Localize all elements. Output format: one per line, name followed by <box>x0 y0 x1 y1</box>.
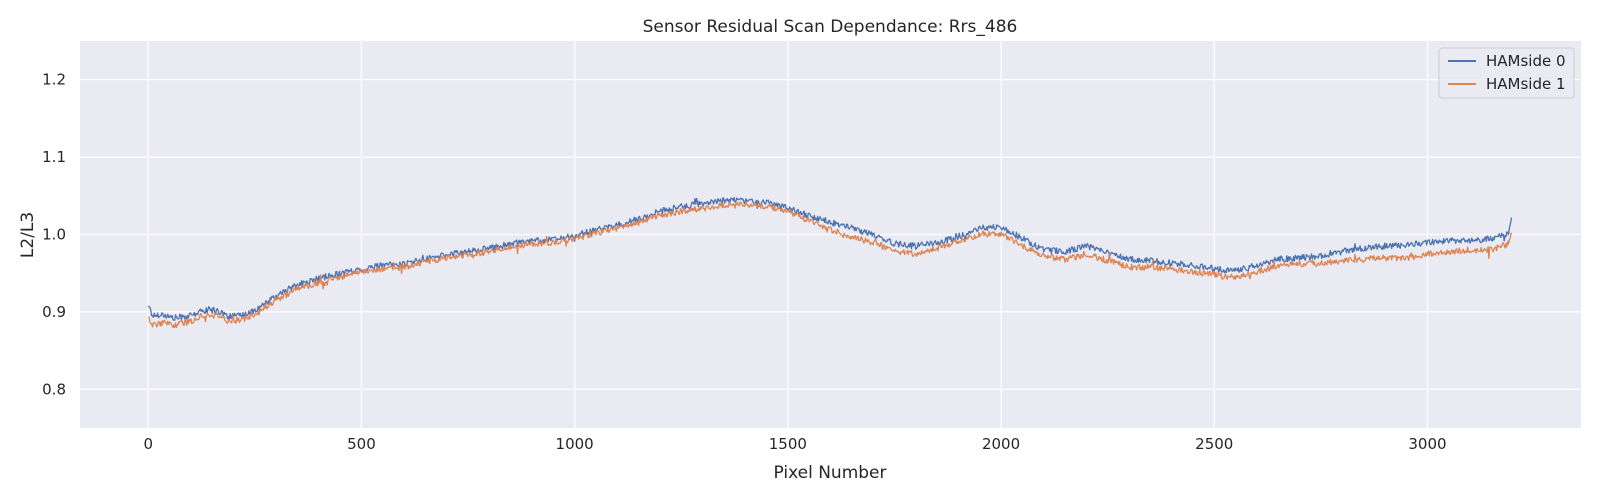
series-line-hamside-0 <box>147 196 1513 321</box>
y-tick-label: 1.2 <box>42 71 66 89</box>
x-tick-labels: 0 500 1000 1500 2000 2500 3000 <box>143 435 1446 453</box>
x-tick-label: 1000 <box>556 435 594 453</box>
legend-label-hamside-0: HAMside 0 <box>1486 52 1566 70</box>
x-tick-label: 500 <box>347 435 376 453</box>
y-tick-labels: 0.8 0.9 1.0 1.1 1.2 <box>42 71 66 399</box>
series-line-hamside-1 <box>148 201 1513 329</box>
y-tick-label: 0.9 <box>42 303 66 321</box>
legend: HAMside 0 HAMside 1 <box>1438 47 1575 99</box>
x-tick-label: 3000 <box>1408 435 1446 453</box>
x-axis-label: Pixel Number <box>773 463 886 483</box>
series-layer <box>147 196 1513 329</box>
y-axis-label: L2/L3 <box>18 212 38 258</box>
x-tick-label: 1500 <box>769 435 807 453</box>
y-tick-label: 1.0 <box>42 226 66 244</box>
legend-label-hamside-1: HAMside 1 <box>1486 75 1566 93</box>
y-tick-label: 1.1 <box>42 148 66 166</box>
x-tick-label: 2000 <box>982 435 1020 453</box>
x-tick-label: 2500 <box>1195 435 1233 453</box>
y-gridlines <box>80 79 1581 390</box>
x-tick-label: 0 <box>143 435 153 453</box>
y-tick-label: 0.8 <box>42 380 66 398</box>
chart-title: Sensor Residual Scan Dependance: Rrs_486 <box>643 17 1018 37</box>
